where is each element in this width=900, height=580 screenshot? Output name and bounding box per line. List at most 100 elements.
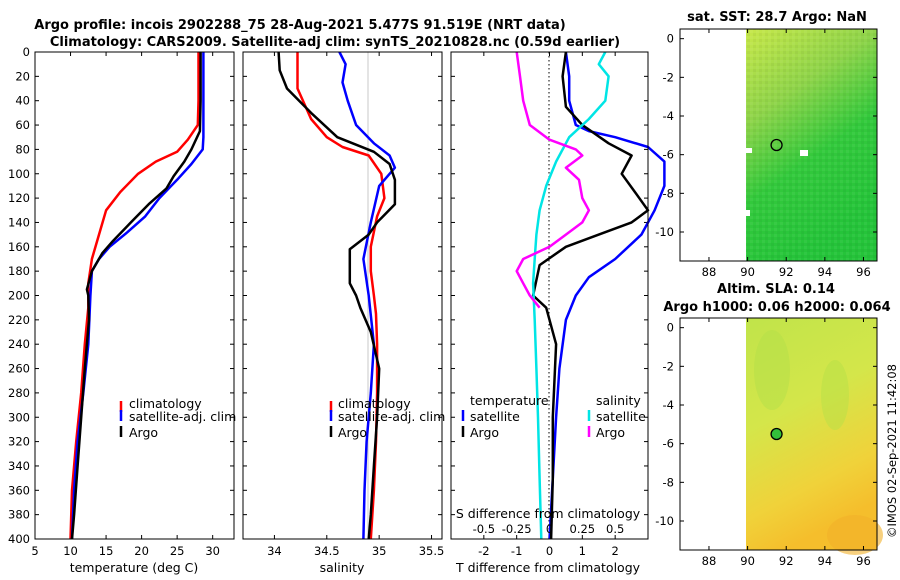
x-tick-label: 20 <box>134 544 149 558</box>
temperature-panel: 0 20 40 60 80 100 120 140 160 180 200 220 240 260 280 3… <box>8 45 236 575</box>
temperature-legend: climatology satellite-adj. clim Argo <box>119 396 236 440</box>
sst-map-frame <box>679 28 878 262</box>
salinity-difference-ticks: -0.5 -0.25 0 0.25 0.5 <box>473 522 625 536</box>
lat-tick-label: -2 <box>663 70 674 84</box>
legend-label-climatology: climatology <box>338 396 411 411</box>
sla-heatmap-feature <box>754 330 790 410</box>
top-tick-label: 0.5 <box>606 522 624 536</box>
legend-label-temp-satellite: satellite <box>470 409 520 424</box>
lon-tick-label: 92 <box>779 265 794 279</box>
sla-heatmap-feature <box>827 515 883 555</box>
series-line-satellite-adj-clim <box>70 52 205 540</box>
depth-tick-label: 100 <box>8 167 30 181</box>
depth-tick-label: 380 <box>8 508 30 522</box>
sst-heatmap-texture <box>746 29 877 261</box>
x-tick-label: 34 <box>267 544 282 558</box>
difference-axis-ticks: -2 -1 0 1 2 <box>478 52 619 558</box>
x-tick-label: 2 <box>612 544 619 558</box>
sst-missing-cell <box>746 210 750 216</box>
x-tick-label: -2 <box>478 544 489 558</box>
lon-tick-label: 96 <box>856 554 871 568</box>
lon-tick-label: 94 <box>818 265 833 279</box>
depth-axis-ticks: 0 20 40 60 80 100 120 140 160 180 200 220 240 260 280 3… <box>8 45 234 546</box>
depth-tick-label: 60 <box>15 118 30 132</box>
depth-tick-label: 120 <box>8 191 30 205</box>
salinity-depth-ticks <box>243 51 442 540</box>
series-line-argo <box>277 51 397 540</box>
lat-tick-label: -8 <box>663 475 674 489</box>
lat-tick-label: 0 <box>667 32 674 46</box>
sst-map-panel: sat. SST: 28.7 Argo: NaN 0 -2 -4 -6 -8 -10 88… <box>655 10 878 279</box>
legend-title-temperature: temperature <box>470 393 549 408</box>
depth-tick-label: 400 <box>8 532 30 546</box>
top-tick-label: 0 <box>546 522 553 536</box>
temperature-plot-frame <box>34 51 235 540</box>
depth-tick-label: 320 <box>8 435 30 449</box>
top-tick-label: -0.25 <box>502 522 532 536</box>
x-tick-label: 0 <box>546 544 553 558</box>
top-tick-label: -0.5 <box>473 522 495 536</box>
lon-tick-label: 96 <box>856 265 871 279</box>
lat-tick-label: -10 <box>655 225 674 239</box>
lat-tick-label: -6 <box>663 148 674 162</box>
legend-label-climatology: climatology <box>129 396 202 411</box>
salinity-series <box>277 51 397 540</box>
sst-missing-cell <box>800 150 808 156</box>
salinity-legend: climatology satellite-adj. clim Argo <box>329 396 445 440</box>
series-line-climatology <box>69 52 200 540</box>
x-tick-label: -1 <box>511 544 522 558</box>
depth-tick-label: 80 <box>15 142 30 156</box>
legend-label-satellite: satellite-adj. clim <box>338 409 445 424</box>
x-tick-label: 15 <box>99 544 114 558</box>
depth-tick-label: 340 <box>8 459 30 473</box>
series-line-temperature-argo <box>531 51 650 540</box>
legend-label-satellite: satellite-adj. clim <box>129 409 236 424</box>
depth-tick-label: 0 <box>23 45 30 59</box>
salinity-plot-frame <box>242 51 443 540</box>
depth-tick-label: 180 <box>8 264 30 278</box>
legend-label-temp-argo: Argo <box>470 425 499 440</box>
lat-tick-label: -6 <box>663 437 674 451</box>
x-tick-label: 35 <box>372 544 387 558</box>
salinity-panel: 34 34.5 35 35.5 salinity climatology satell… <box>242 51 445 575</box>
timestamp: ©IMOS 02-Sep-2021 11:42:08 <box>885 364 899 538</box>
difference-panel: -2 -1 0 1 2 T difference from climatology S … <box>450 51 666 575</box>
x-tick-label: 5 <box>31 544 38 558</box>
lon-tick-label: 92 <box>779 554 794 568</box>
lat-tick-label: -8 <box>663 186 674 200</box>
legend-label-argo: Argo <box>338 425 367 440</box>
series-line-climatology <box>296 52 386 540</box>
lon-tick-label: 88 <box>702 265 717 279</box>
series-line-temperature-satellite <box>548 51 666 540</box>
sst-lat-ticks: 0 -2 -4 -6 -8 -10 <box>655 32 877 239</box>
depth-tick-label: 240 <box>8 337 30 351</box>
legend-label-argo: Argo <box>129 425 158 440</box>
difference-plot-frame <box>450 51 649 540</box>
top-tick-label: 0.25 <box>570 522 596 536</box>
temperature-series <box>69 52 205 540</box>
series-line-salinity-satellite <box>531 51 610 540</box>
salinity-axis-ticks: 34 34.5 35 35.5 <box>267 52 444 558</box>
difference-legend: temperature satellite Argo salinity sate… <box>461 393 646 440</box>
depth-tick-label: 40 <box>15 94 30 108</box>
sst-map-title: sat. SST: 28.7 Argo: NaN <box>687 10 867 25</box>
depth-tick-label: 280 <box>8 386 30 400</box>
figure-title-line2: Climatology: CARS2009. Satellite-adj cli… <box>50 35 620 50</box>
figure-title-line1: Argo profile: incois 2902288_75 28-Aug-2… <box>34 18 565 33</box>
legend-title-salinity: salinity <box>596 393 641 408</box>
x-tick-label: 34.5 <box>314 544 340 558</box>
difference-top-xlabel: S difference from climatology <box>456 506 641 521</box>
lon-tick-label: 88 <box>702 554 717 568</box>
x-tick-label: 30 <box>205 544 220 558</box>
depth-tick-label: 20 <box>15 69 30 83</box>
lat-tick-label: -2 <box>663 359 674 373</box>
depth-tick-label: 300 <box>8 410 30 424</box>
lon-tick-label: 90 <box>740 554 755 568</box>
depth-tick-label: 140 <box>8 215 30 229</box>
temperature-axis-ticks: 5 10 15 20 25 30 <box>31 52 220 558</box>
lat-tick-label: 0 <box>667 321 674 335</box>
lon-tick-label: 90 <box>740 265 755 279</box>
difference-depth-ticks <box>451 51 648 540</box>
lat-tick-label: -4 <box>663 398 674 412</box>
